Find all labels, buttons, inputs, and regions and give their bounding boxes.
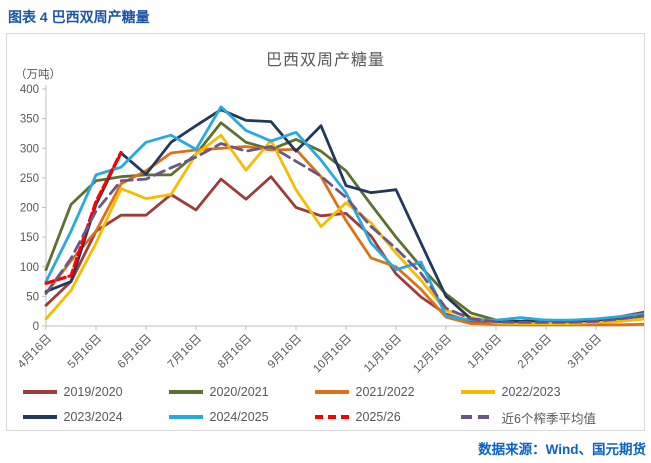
- legend-item: 2025/26: [314, 408, 461, 426]
- y-tick-label: 0: [33, 321, 39, 333]
- legend-item: 2022/2023: [460, 383, 629, 401]
- series-line-近6个榨季平均值: [44, 142, 644, 324]
- legend-swatch: [460, 390, 495, 394]
- legend-swatch: [22, 415, 57, 419]
- x-tick-label: 5月16日: [66, 333, 104, 371]
- y-tick-label: 200: [20, 203, 39, 215]
- y-tick-label: 50: [26, 291, 39, 303]
- legend-swatch: [168, 390, 203, 394]
- legend-swatch: [314, 390, 349, 394]
- x-tick-label: 4月16日: [16, 333, 54, 371]
- x-tick-label: 12月16日: [411, 333, 454, 376]
- legend-label: 2019/2020: [63, 385, 123, 399]
- y-tick-label: 300: [20, 143, 39, 155]
- series-line-2025/26: [44, 150, 123, 285]
- legend-swatch: [314, 415, 349, 419]
- legend-item: 2021/2022: [314, 383, 461, 401]
- y-tick-label: 400: [20, 84, 39, 96]
- legend-item: 近6个榨季平均值: [460, 408, 629, 426]
- x-tick-label: 7月16日: [166, 333, 204, 371]
- legend-label: 2020/2021: [209, 385, 269, 399]
- x-tick-label: 8月16日: [216, 333, 254, 371]
- legend-swatch: [22, 390, 57, 394]
- legend-label: 2022/2023: [501, 385, 561, 399]
- series-line-2021/2022: [44, 145, 644, 327]
- x-tick-label: 11月16日: [362, 333, 404, 375]
- chart-panel: 巴西双周产糖量 （万吨） 0 50 100 150 200 250 300 350 400 4月1…: [6, 33, 645, 431]
- x-tick-label: 1月16日: [466, 333, 504, 371]
- legend-item: 2020/2021: [168, 383, 315, 401]
- legend-item: 2019/2020: [22, 383, 169, 401]
- y-axis-unit-label: （万吨）: [15, 69, 61, 81]
- x-tick-label: 10月16日: [311, 333, 354, 376]
- x-tick-label: 2月16日: [516, 333, 554, 371]
- legend-swatch: [168, 415, 203, 419]
- source-note: 数据来源：Wind、国元期货: [478, 442, 646, 457]
- legend-label: 2024/2025: [209, 410, 269, 424]
- x-tick-label: 3月16日: [566, 333, 604, 371]
- figure-caption: 图表 4 巴西双周产糖量: [8, 9, 150, 25]
- chart-title: 巴西双周产糖量: [265, 52, 385, 69]
- legend: 2019/2020 2020/2021 2021/2022 2022/2023 2023…: [7, 383, 644, 426]
- y-tick-label: 350: [20, 114, 39, 126]
- y-tick-label: 250: [20, 173, 39, 185]
- x-tick-label: 6月16日: [116, 333, 154, 371]
- legend-item: 2023/2024: [22, 408, 169, 426]
- series-line-2019/2020: [44, 175, 644, 326]
- series-line-2022/2023: [44, 133, 644, 326]
- y-tick-label: 100: [20, 262, 39, 274]
- legend-label: 2025/26: [355, 410, 401, 424]
- legend-item: 2024/2025: [168, 408, 315, 426]
- series-line-2024/2025: [44, 105, 644, 322]
- plot-svg: 0 50 100 150 200 250 300 350 400 4月16日 5月16日 6月16日 7…: [16, 84, 644, 376]
- x-tick-label: 9月16日: [266, 333, 304, 371]
- legend-label: 2021/2022: [355, 385, 415, 399]
- legend-label: 2023/2024: [63, 410, 123, 424]
- y-tick-label: 150: [20, 232, 39, 244]
- legend-label: 近6个榨季平均值: [501, 411, 596, 426]
- legend-swatch: [460, 415, 495, 419]
